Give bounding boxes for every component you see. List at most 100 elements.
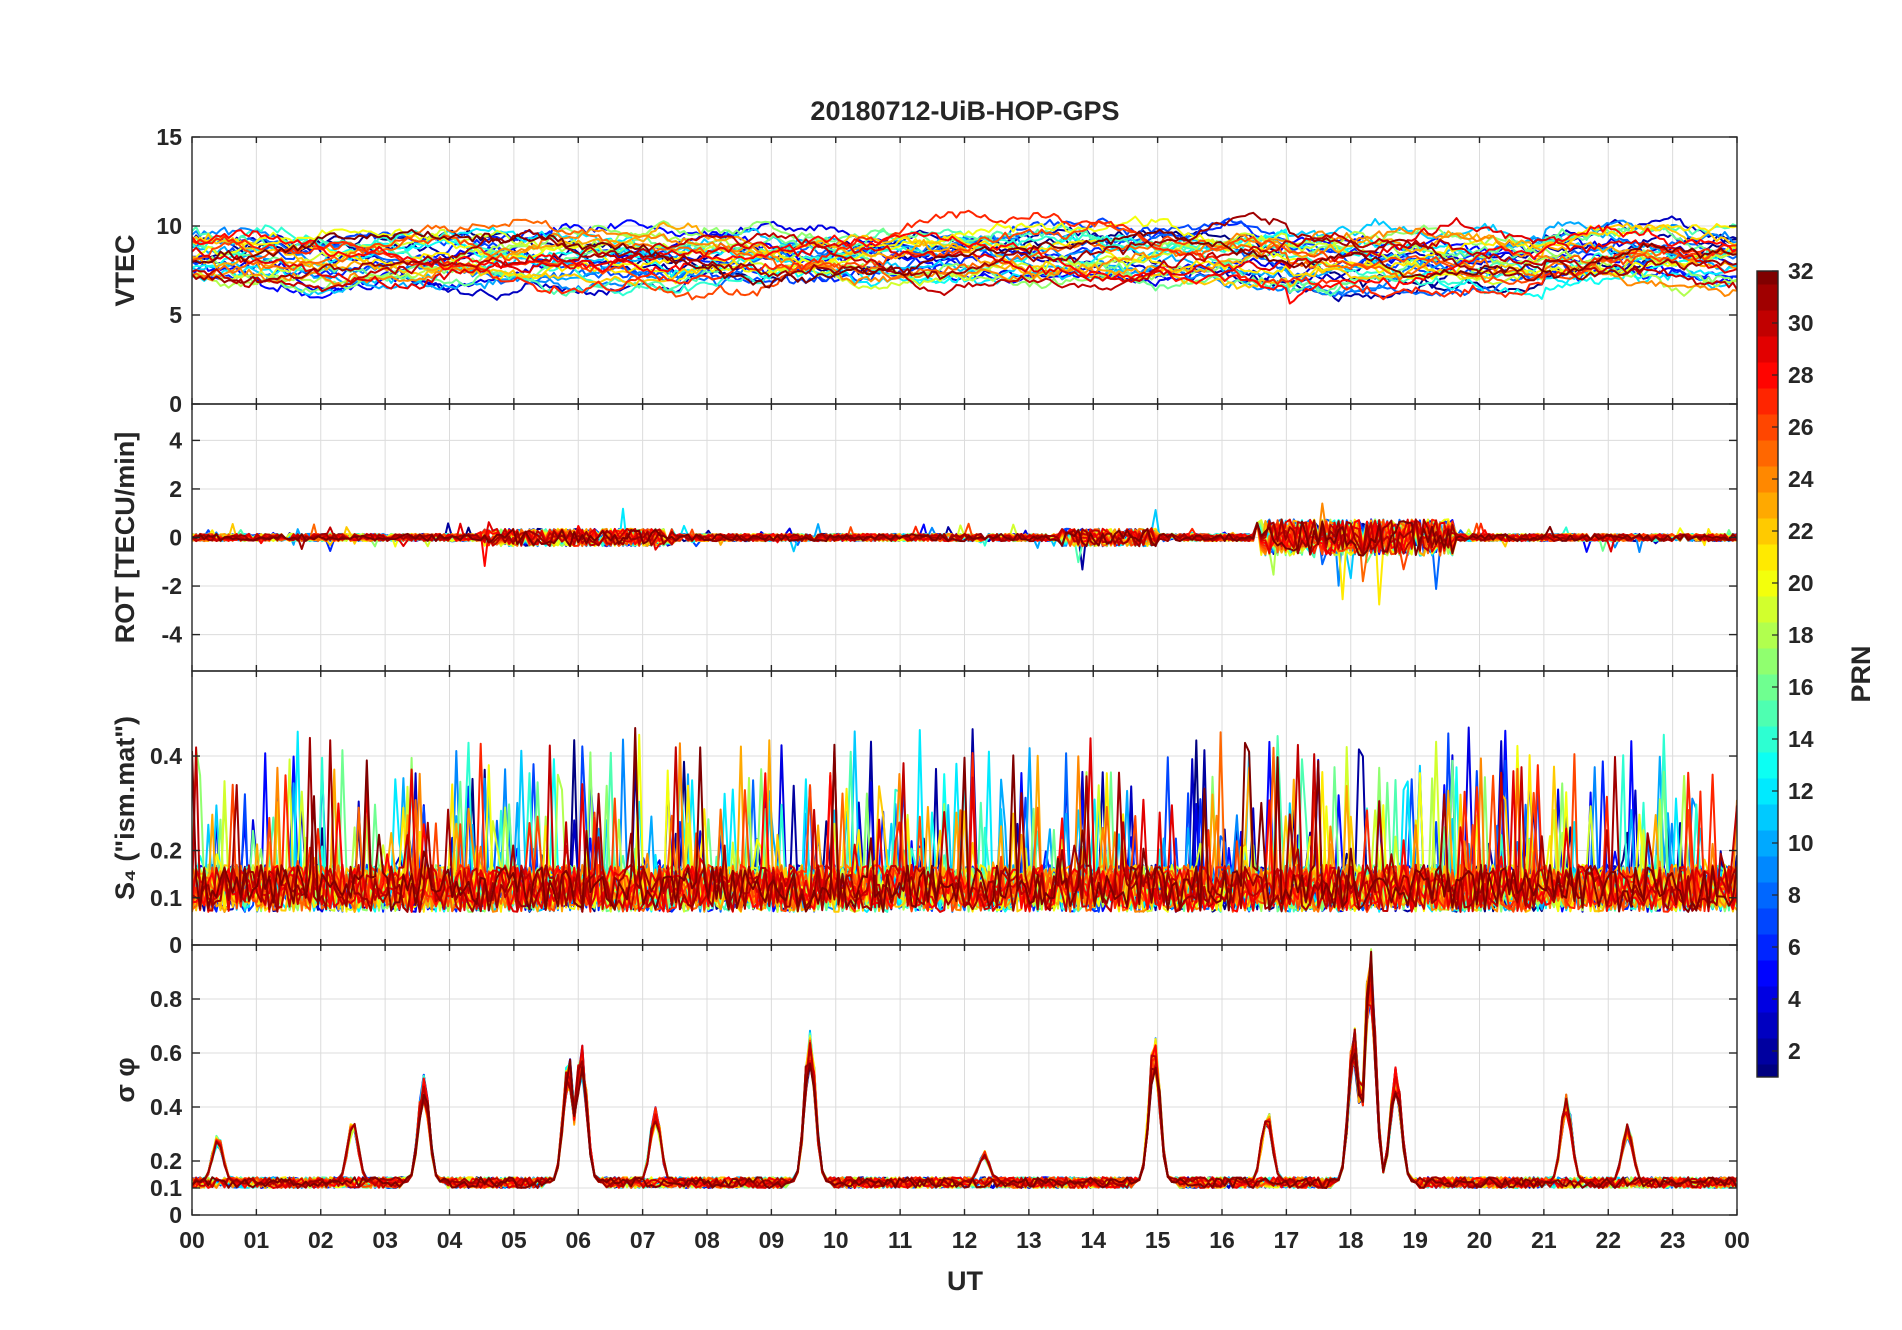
traces-rot	[192, 502, 1737, 606]
x-tick-label: 00	[1724, 1227, 1750, 1253]
colorbar-bin	[1757, 960, 1778, 987]
x-tick-label: 18	[1338, 1227, 1364, 1253]
colorbar-bin	[1757, 934, 1778, 961]
colorbar-label: PRN	[1846, 645, 1876, 702]
colorbar-bin	[1757, 388, 1778, 415]
x-tick-label: 23	[1660, 1227, 1686, 1253]
x-tick-label: 05	[501, 1227, 527, 1253]
colorbar-bin	[1757, 440, 1778, 467]
colorbar-tick-label: 4	[1788, 986, 1801, 1012]
colorbar-bin	[1757, 414, 1778, 441]
colorbar-bin	[1757, 726, 1778, 753]
traces-sigma_phi	[192, 948, 1737, 1189]
y-tick-label: 4	[169, 427, 182, 453]
x-tick-label: 14	[1080, 1227, 1106, 1253]
colorbar-tick-label: 8	[1788, 882, 1801, 908]
colorbar-bin	[1757, 596, 1778, 623]
x-tick-label: 07	[630, 1227, 656, 1253]
trace-prn-32	[192, 727, 1737, 913]
colorbar-bin	[1757, 700, 1778, 727]
trace-prn-32	[192, 520, 1737, 557]
colorbar-tick-label: 22	[1788, 518, 1814, 544]
colorbar-bin	[1757, 362, 1778, 389]
x-tick-label: 08	[694, 1227, 720, 1253]
x-tick-label: 06	[565, 1227, 591, 1253]
colorbar-frame	[1756, 270, 1779, 1078]
colorbar-bin	[1757, 492, 1778, 519]
colorbar-tick-label: 12	[1788, 778, 1814, 804]
colorbar-tick-label: 10	[1788, 830, 1814, 856]
y-tick-label: 0	[169, 1202, 182, 1228]
panel-s4: 0 0.1 0.2 0.4 S₄ ("ism.mat")	[110, 670, 1738, 958]
colorbar-tick-label: 28	[1788, 362, 1814, 388]
colorbar-tick-label: 30	[1788, 310, 1814, 336]
colorbar-bin	[1757, 778, 1778, 805]
colorbar-tick-label: 26	[1788, 414, 1814, 440]
y-tick-label: 5	[169, 302, 182, 328]
x-tick-label: 04	[437, 1227, 463, 1253]
colorbar-tick-label: 16	[1788, 674, 1814, 700]
x-tick-label: 13	[1016, 1227, 1042, 1253]
colorbar-bin	[1757, 674, 1778, 701]
panel-sigma_phi: 00.10.2 0.4 0.6 0.8 σ φ	[110, 944, 1738, 1228]
y-tick-label: 0	[169, 391, 182, 417]
colorbar-bin	[1757, 1064, 1778, 1078]
y-tick-label: 15	[156, 124, 182, 150]
y-tick-label: 0.1	[150, 1175, 182, 1201]
y-tick-label: 0.1	[150, 885, 182, 911]
panel-rot: -4 -2 0 2 4 ROT [TECU/min]	[110, 403, 1738, 672]
y-tick-label: 2	[169, 476, 182, 502]
x-tick-label: 22	[1595, 1227, 1621, 1253]
y-tick-label: 0.2	[150, 1148, 182, 1174]
colorbar-tick-label: 6	[1788, 934, 1801, 960]
x-tick-label: 02	[308, 1227, 334, 1253]
y-tick-label: 0.6	[150, 1040, 182, 1066]
trace-prn-28	[192, 224, 1737, 305]
x-tick-label: 20	[1467, 1227, 1493, 1253]
trace-prn-32	[192, 950, 1737, 1189]
colorbar-tick-label: 20	[1788, 570, 1814, 596]
colorbar-bin	[1757, 1038, 1778, 1065]
x-tick-label: 16	[1209, 1227, 1235, 1253]
y-tick-label: 0.8	[150, 986, 182, 1012]
trace-prn-26	[192, 220, 1737, 301]
trace-prn-30	[192, 231, 1737, 297]
colorbar-tick-label: 32	[1788, 258, 1814, 284]
colorbar-bin	[1757, 752, 1778, 779]
y-axis-label-s4: S₄ ("ism.mat")	[110, 716, 140, 900]
traces-s4	[192, 726, 1737, 913]
y-tick-label: 10	[156, 213, 182, 239]
trace-prn-31	[192, 211, 1737, 284]
x-tick-label: 09	[759, 1227, 785, 1253]
colorbar-bin	[1757, 882, 1778, 909]
y-axis-label-rot: ROT [TECU/min]	[110, 432, 140, 643]
x-tick-label: 15	[1145, 1227, 1171, 1253]
colorbar-tick-label: 24	[1788, 466, 1814, 492]
x-tick-label: 00	[179, 1227, 205, 1253]
colorbar-bin	[1757, 1012, 1778, 1039]
y-tick-label: 0	[169, 932, 182, 958]
y-axis-label-vtec: VTEC	[110, 234, 140, 306]
trace-prn-32	[192, 228, 1737, 289]
y-tick-label: 0.2	[150, 838, 182, 864]
colorbar-bin	[1757, 622, 1778, 649]
colorbar-tick-label: 18	[1788, 622, 1814, 648]
colorbar-bin	[1757, 310, 1778, 337]
y-tick-label: 0.4	[150, 1094, 182, 1120]
y-tick-label: 0.4	[150, 743, 182, 769]
colorbar-bin	[1757, 804, 1778, 831]
x-tick-label: 17	[1274, 1227, 1300, 1253]
trace-prn-25	[192, 218, 1737, 282]
colorbar-bin	[1757, 336, 1778, 363]
trace-prn-31	[192, 736, 1737, 913]
x-tick-label: 12	[952, 1227, 978, 1253]
colorbar-bin	[1757, 544, 1778, 571]
colorbar-bin	[1757, 271, 1778, 285]
x-tick-label: 01	[244, 1227, 270, 1253]
y-axis-label-sigma_phi: σ φ	[110, 1057, 140, 1102]
x-tick-label: 11	[888, 1227, 913, 1253]
y-tick-label: -4	[162, 622, 183, 648]
y-tick-label: -2	[162, 573, 182, 599]
